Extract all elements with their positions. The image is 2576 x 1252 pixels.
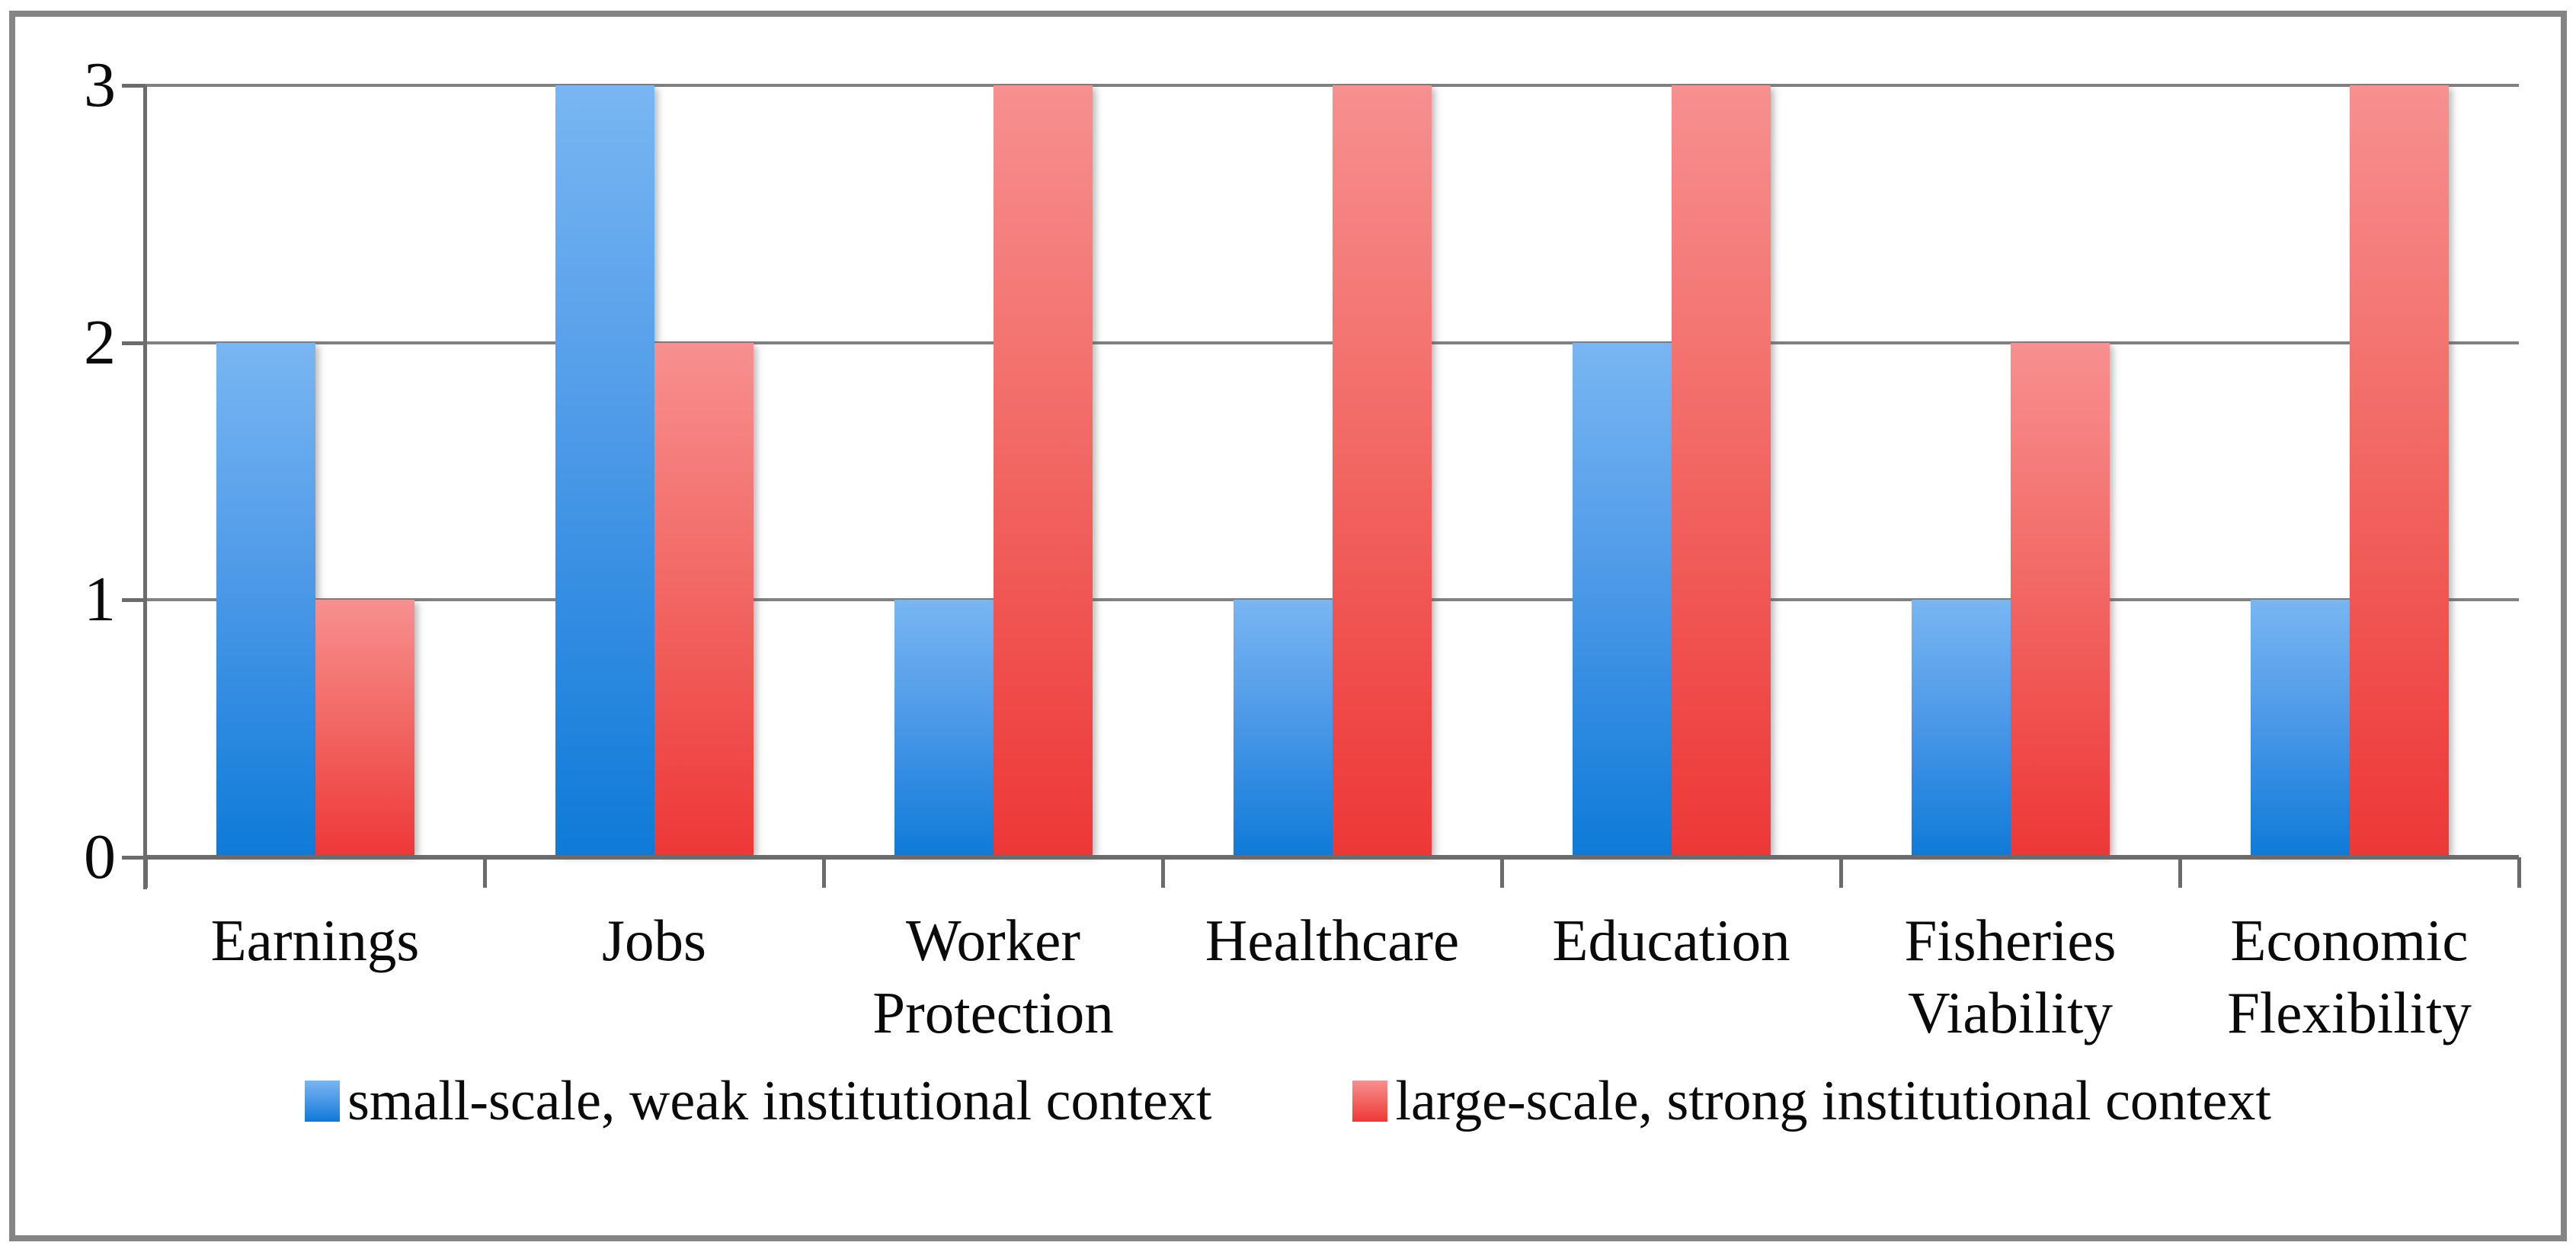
bar-small-scale [894, 600, 994, 857]
x-axis-tick [2178, 857, 2182, 888]
x-axis-tick [483, 857, 487, 888]
category-label: Earnings [210, 908, 420, 973]
x-axis-tick [2517, 857, 2521, 888]
legend-item: small-scale, weak institutional context [305, 1073, 1211, 1129]
bar-small-scale [1234, 600, 1333, 857]
bar-large-scale [2350, 85, 2449, 857]
x-axis-tick [1839, 857, 1843, 888]
bar-small-scale [1573, 343, 1672, 857]
bar-large-scale [1672, 85, 1771, 857]
category-axis-labels: Earnings Jobs Worker Protection Healthcare E… [146, 905, 2519, 1050]
bar-large-scale [654, 343, 754, 857]
y-tick-label: 3 [84, 50, 116, 120]
y-tick-label: 1 [84, 564, 116, 635]
y-axis-tick [122, 341, 146, 345]
y-tick-label: 0 [84, 821, 116, 892]
chart-legend: small-scale, weak institutional context l… [0, 1073, 2576, 1129]
x-axis-baseline [146, 855, 2519, 860]
legend-label: large-scale, strong institutional contex… [1395, 1070, 2271, 1132]
y-axis-tick [122, 856, 146, 860]
y-axis-tick [122, 84, 146, 88]
legend-item: large-scale, strong institutional contex… [1352, 1070, 2271, 1132]
bar-small-scale [2251, 600, 2350, 857]
category-label: Education [1552, 908, 1790, 973]
y-axis-tick [122, 598, 146, 602]
gridline [146, 84, 2519, 87]
category-label: Jobs [602, 908, 706, 973]
category-label: Fisheries Viability [1904, 908, 2117, 1046]
bar-small-scale [555, 85, 654, 857]
category-label: Worker Protection [872, 908, 1114, 1046]
y-axis-line [143, 85, 147, 889]
category-label: Healthcare [1205, 908, 1460, 973]
y-tick-label: 2 [84, 307, 116, 378]
bar-small-scale [216, 343, 315, 857]
bar-small-scale [1912, 600, 2011, 857]
legend-swatch-blue [305, 1081, 341, 1122]
category-label: Economic Flexibility [2227, 908, 2472, 1046]
legend-swatch-red [1352, 1081, 1388, 1122]
bar-large-scale [1333, 85, 1432, 857]
legend-label: small-scale, weak institutional context [347, 1070, 1212, 1132]
x-axis-tick [1161, 857, 1165, 888]
bar-large-scale [994, 85, 1093, 857]
x-axis-tick [1500, 857, 1504, 888]
gridline [146, 341, 2519, 344]
x-axis-tick [822, 857, 826, 888]
bar-large-scale [315, 600, 414, 857]
bar-large-scale [2011, 343, 2110, 857]
x-axis-tick [144, 857, 148, 888]
